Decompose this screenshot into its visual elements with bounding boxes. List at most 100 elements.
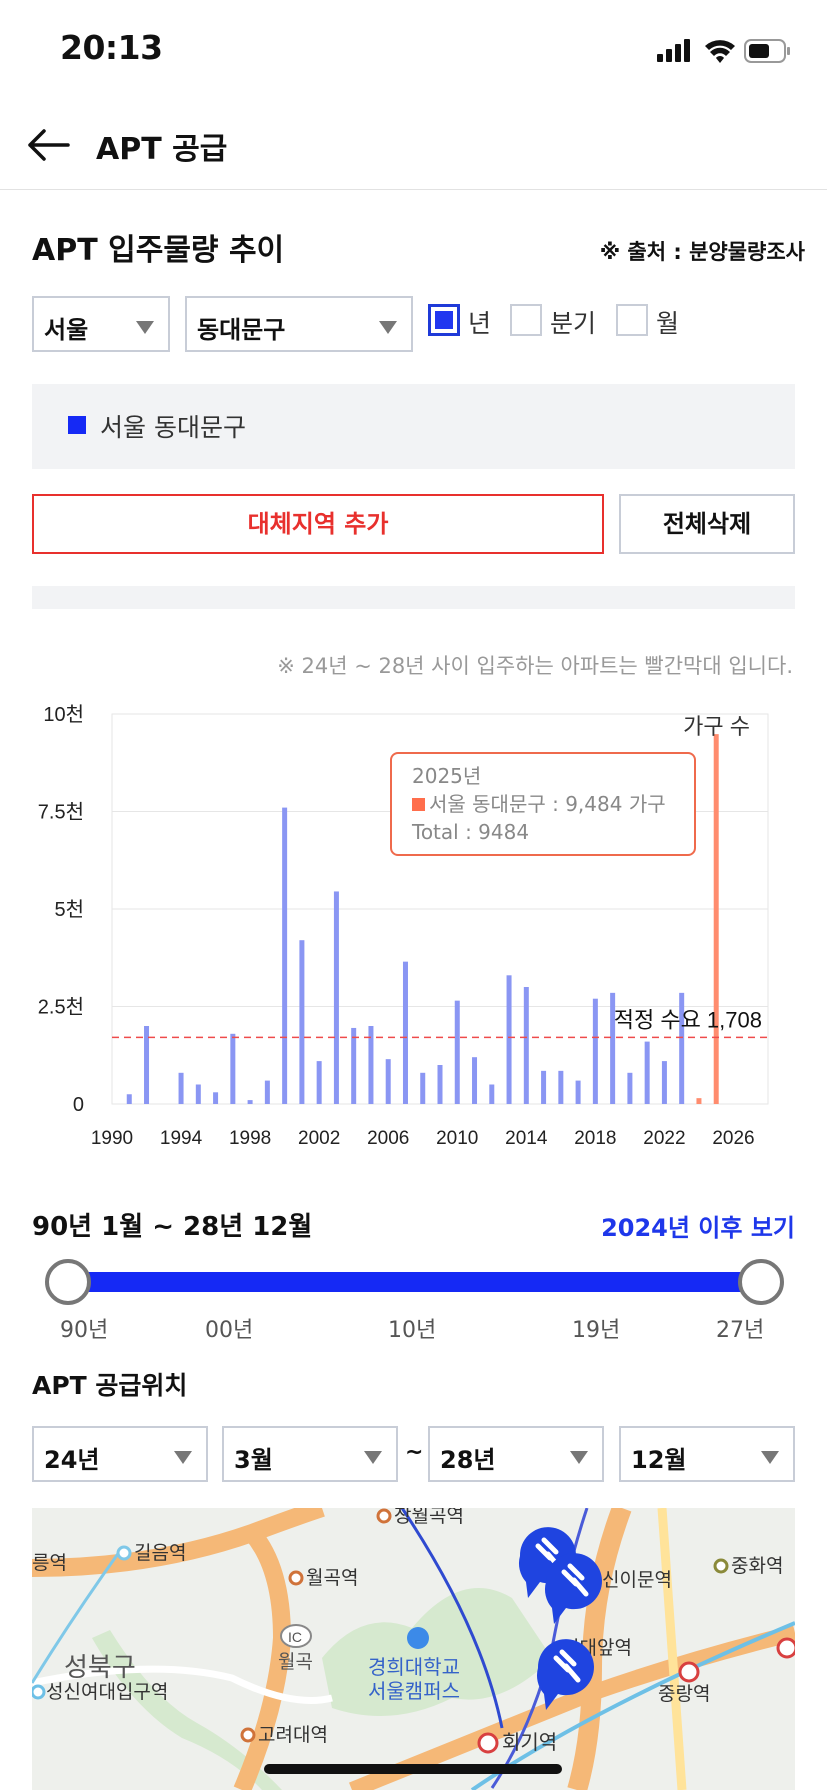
map-label: 월곡 xyxy=(278,1651,313,1673)
y-tick-label: 7.5천 xyxy=(38,801,84,824)
map-road xyxy=(32,1665,333,1704)
chart-bar xyxy=(178,1072,184,1104)
range-slider-track[interactable] xyxy=(68,1272,762,1292)
map-canvas[interactable]: 장월곡역 길음역 릉역 월곡역 신이문역 중화역 성북구 IC 월곡 경희대학교… xyxy=(32,1508,795,1790)
chevron-down-icon xyxy=(761,1451,779,1464)
to-year-select[interactable]: 28년 xyxy=(428,1426,604,1482)
ic-marker xyxy=(280,1624,312,1648)
tooltip-total: Total : 9484 xyxy=(412,820,530,844)
chart-bar xyxy=(420,1072,426,1104)
chevron-down-icon xyxy=(174,1451,192,1464)
period-checkbox-month[interactable]: 월 xyxy=(616,304,686,340)
status-bar: 20:13 xyxy=(0,0,827,100)
chart-bar xyxy=(610,992,616,1104)
map-label: 릉역 xyxy=(32,1552,67,1574)
chart-bar xyxy=(437,1065,443,1104)
chart-bar xyxy=(489,1084,495,1104)
reference-line-label: 적정 수요 1,708 xyxy=(614,1007,762,1032)
chart-bar xyxy=(264,1080,270,1104)
source-note: ※ 출처 : 분양물량조사 xyxy=(599,240,805,264)
supply-location-map[interactable]: 장월곡역 길음역 릉역 월곡역 신이문역 중화역 성북구 IC 월곡 경희대학교… xyxy=(32,1508,795,1790)
x-tick-label: 1994 xyxy=(160,1128,203,1149)
station-marker xyxy=(288,1570,304,1586)
x-tick-label: 2014 xyxy=(505,1128,548,1149)
region-select[interactable]: 서울 xyxy=(32,296,170,352)
x-tick-label: 2018 xyxy=(574,1128,616,1149)
supply-bar-chart: 적정 수요 1,708 0 2.5천 5천 7.5천 10천 1990 1994 1998 20… xyxy=(38,703,769,1149)
slider-tick-label: 10년 xyxy=(388,1318,437,1343)
from-year-select[interactable]: 24년 xyxy=(32,1426,208,1482)
map-label: 성북구 xyxy=(64,1652,136,1682)
chart-bar xyxy=(333,891,339,1104)
y-tick-label: 0 xyxy=(73,1094,84,1116)
auction-hammer-pin-icon[interactable] xyxy=(544,1553,602,1624)
tooltip-swatch xyxy=(412,798,425,811)
chevron-down-icon xyxy=(364,1451,382,1464)
map-park-area xyxy=(322,1588,552,1716)
period-checkbox-year[interactable]: 년 xyxy=(428,304,498,340)
from-year-value: 24년 xyxy=(44,1446,100,1474)
y-axis-label: 가구 수 xyxy=(683,714,750,739)
home-indicator xyxy=(264,1764,562,1774)
delete-all-button[interactable]: 전체삭제 xyxy=(619,494,795,554)
auction-hammer-pin-icon[interactable] xyxy=(518,1527,576,1598)
status-icons xyxy=(657,39,790,63)
map-label: 경희대학교 xyxy=(368,1656,460,1679)
map-label: 신이문역 xyxy=(602,1569,672,1591)
signal-icon xyxy=(657,39,690,62)
station-marker xyxy=(376,1508,392,1524)
chart-bar xyxy=(368,1026,374,1104)
wifi-icon xyxy=(705,40,735,63)
chart-note: ※ 24년 ~ 28년 사이 입주하는 아파트는 빨간막대 입니다. xyxy=(277,654,793,678)
map-label: 장월곡역 xyxy=(394,1508,464,1527)
station-marker xyxy=(477,1732,499,1754)
chart-bar xyxy=(558,1070,564,1104)
chart-bar xyxy=(592,998,598,1104)
chart-bar xyxy=(351,1027,357,1104)
map-label: 길음역 xyxy=(134,1542,186,1564)
section-title: APT 입주물량 추이 xyxy=(32,233,285,268)
to-month-select[interactable]: 12월 xyxy=(619,1426,795,1482)
add-region-button[interactable]: 대체지역 추가 xyxy=(32,494,604,554)
district-select[interactable]: 동대문구 xyxy=(185,296,413,352)
district-select-value: 동대문구 xyxy=(197,316,286,344)
legend-swatch xyxy=(68,416,86,434)
period-range-label: 90년 1월 ~ 28년 12월 xyxy=(32,1212,313,1242)
map-label: 회기역 xyxy=(502,1731,557,1754)
arrow-left-icon[interactable] xyxy=(22,122,74,168)
x-tick-label: 2010 xyxy=(436,1128,478,1149)
station-marker xyxy=(776,1637,795,1659)
x-tick-label: 2026 xyxy=(712,1128,754,1149)
map-label: IC xyxy=(288,1629,302,1645)
range-separator: ~ xyxy=(405,1440,424,1465)
x-tick-label: 2006 xyxy=(367,1128,409,1149)
checkbox-checked-icon xyxy=(428,304,460,336)
y-tick-label: 10천 xyxy=(43,703,84,726)
chart-bar xyxy=(627,1072,633,1104)
range-slider-start-handle[interactable] xyxy=(45,1259,91,1305)
x-tick-label: 1990 xyxy=(91,1128,133,1149)
chart-bar xyxy=(661,1061,667,1104)
auction-hammer-pin-icon[interactable] xyxy=(536,1639,594,1710)
slider-tick-label: 00년 xyxy=(205,1318,254,1343)
x-tick-label: 2002 xyxy=(298,1128,340,1149)
chart-bar xyxy=(247,1100,253,1104)
x-tick-label: 1998 xyxy=(229,1128,271,1149)
status-time: 20:13 xyxy=(60,28,163,67)
station-marker xyxy=(713,1558,729,1574)
view-after-2024-link[interactable]: 2024년 이후 보기 xyxy=(601,1214,795,1242)
station-marker xyxy=(240,1727,256,1743)
divider-strip xyxy=(32,586,795,609)
map-label: 중랑역 xyxy=(658,1683,710,1705)
chart-bar xyxy=(575,1080,581,1104)
map-label: 중화역 xyxy=(731,1555,783,1577)
region-select-value: 서울 xyxy=(44,316,89,344)
chevron-down-icon xyxy=(136,321,154,334)
from-month-select[interactable]: 3월 xyxy=(222,1426,398,1482)
range-slider-end-handle[interactable] xyxy=(738,1259,784,1305)
slider-tick-label: 19년 xyxy=(572,1318,621,1343)
chart-bar xyxy=(523,987,529,1104)
chart-bar xyxy=(144,1026,150,1104)
map-road xyxy=(657,1508,687,1790)
period-checkbox-quarter[interactable]: 분기 xyxy=(510,304,602,340)
